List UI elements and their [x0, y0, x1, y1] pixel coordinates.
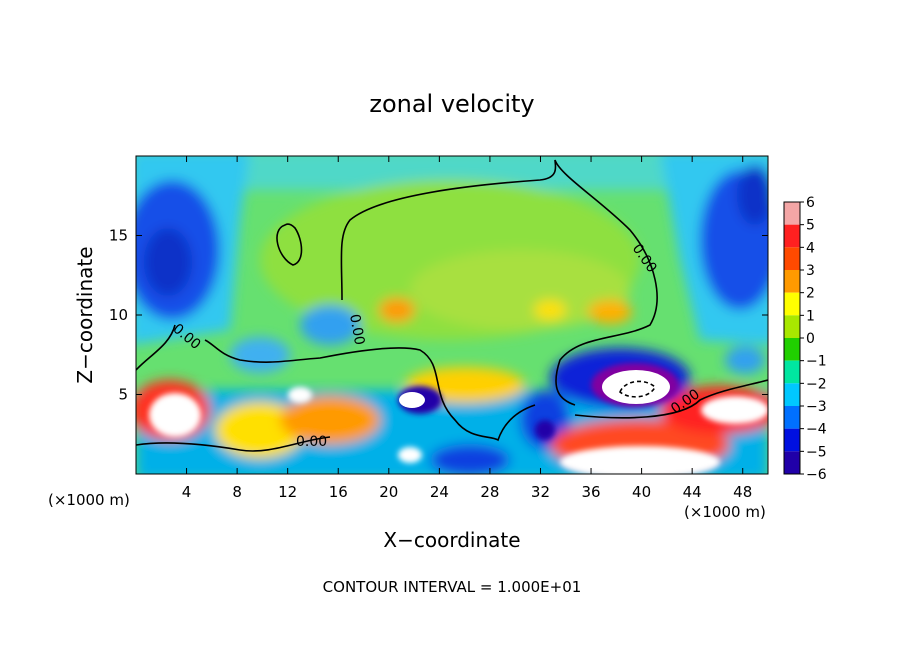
colorbar-swatch [784, 224, 800, 248]
colorbar-label: 1 [806, 308, 815, 324]
colorbar-swatch [784, 383, 800, 406]
colorbar-label: 5 [806, 218, 815, 234]
x-tick-label: 4 [182, 483, 192, 501]
colorbar-swatch [784, 360, 800, 384]
x-tick-label: 28 [480, 483, 499, 501]
colorbar-label: 2 [806, 286, 815, 302]
x-axis-label: X−coordinate [383, 528, 520, 552]
x-unit-left: (×1000 m) [48, 491, 130, 509]
x-axis-ticks: 4 8 12 16 20 24 28 32 36 40 44 48 [182, 156, 752, 501]
x-unit-right: (×1000 m) [684, 503, 766, 521]
x-tick-label: 32 [531, 483, 550, 501]
colorbar-label: −3 [806, 399, 827, 415]
contour-label-mid: 0.00 [346, 313, 367, 346]
x-tick-label: 44 [683, 483, 702, 501]
colorbar-label: 0 [806, 331, 815, 347]
y-axis-label: Z−coordinate [73, 246, 97, 383]
x-tick-label: 16 [329, 483, 348, 501]
colorbar-swatch [784, 247, 800, 270]
x-tick-label: 8 [232, 483, 242, 501]
colorbar-label: −6 [806, 467, 827, 483]
contour-label-bottom: 0.00 [296, 434, 327, 450]
x-tick-label: 20 [379, 483, 398, 501]
x-tick-label: 40 [632, 483, 651, 501]
colorbar-label: −2 [806, 376, 827, 392]
colorbar-swatch [784, 428, 800, 452]
colorbar-label: 6 [806, 195, 815, 211]
colorbar-swatch [784, 270, 800, 293]
colorbar-label: 3 [806, 263, 815, 279]
x-tick-label: 48 [733, 483, 752, 501]
colorbar-label: −4 [806, 422, 827, 438]
colorbar-swatch [784, 292, 800, 316]
colorbar-swatch [784, 202, 800, 225]
colorbar-label: 4 [806, 240, 815, 256]
colorbar: 6 5 4 3 2 1 0 −1 −2 −3 −4 −5 −6 [783, 195, 827, 483]
y-tick-label: 5 [118, 386, 128, 404]
contour-interval-note: CONTOUR INTERVAL = 1.000E+01 [323, 578, 582, 596]
colorbar-swatch [784, 451, 800, 474]
colorbar-swatch [784, 315, 800, 338]
colorbar-label: −1 [806, 354, 827, 370]
y-axis-ticks: 5 10 15 [109, 227, 768, 404]
x-tick-label: 24 [430, 483, 449, 501]
x-tick-label: 12 [278, 483, 297, 501]
colorbar-label: −5 [806, 444, 827, 460]
chart-title: zonal velocity [369, 90, 534, 118]
x-tick-label: 36 [581, 483, 600, 501]
y-tick-label: 15 [109, 227, 128, 245]
y-tick-label: 10 [109, 306, 128, 324]
colorbar-swatch [784, 406, 800, 429]
colorbar-swatch [784, 338, 800, 361]
heatmap-field: 0.00 0.00 0.00 0.00 0.00 [136, 156, 768, 474]
